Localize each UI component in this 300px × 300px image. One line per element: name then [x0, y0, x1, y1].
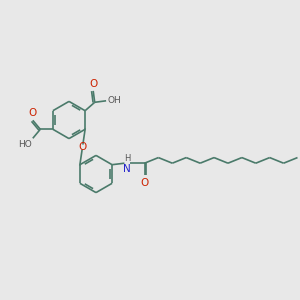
- Text: O: O: [78, 142, 87, 152]
- Text: O: O: [89, 79, 97, 89]
- Text: N: N: [123, 164, 131, 174]
- Text: HO: HO: [18, 140, 32, 149]
- Text: O: O: [140, 178, 148, 188]
- Text: O: O: [28, 108, 36, 118]
- Text: H: H: [124, 154, 130, 163]
- Text: OH: OH: [108, 96, 122, 105]
